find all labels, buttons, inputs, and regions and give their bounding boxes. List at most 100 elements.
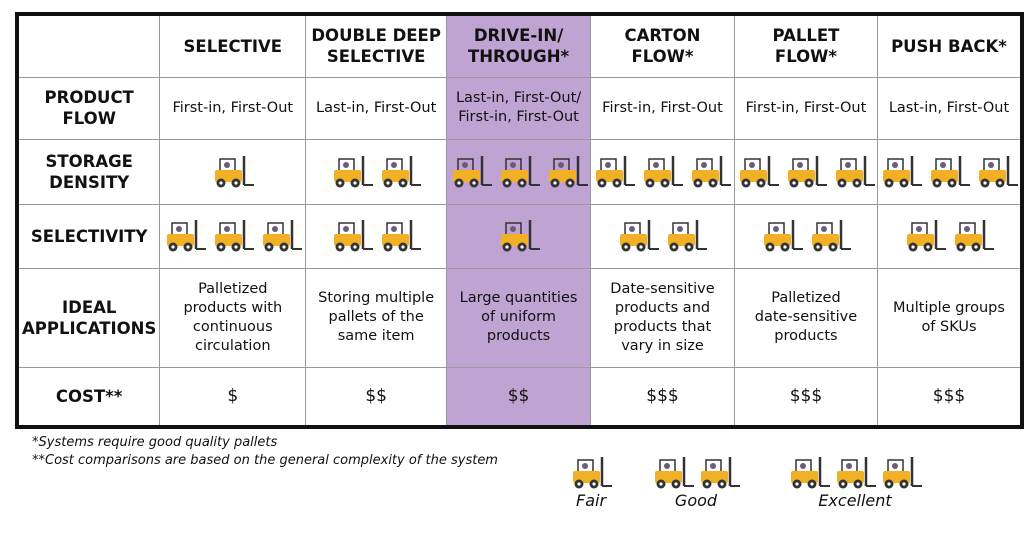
cell: Multiple groups of SKUs bbox=[876, 267, 1023, 368]
legend-label: Fair bbox=[575, 491, 607, 510]
forklift-icon bbox=[978, 155, 1018, 187]
rating-cell bbox=[876, 138, 1023, 205]
column-header: DRIVE-IN/ THROUGH* bbox=[446, 13, 592, 78]
forklift-icon bbox=[644, 155, 684, 187]
forklift-icon bbox=[382, 220, 422, 252]
cell: $$$ bbox=[876, 366, 1023, 428]
cell: Palletized products with continuous circ… bbox=[159, 267, 307, 368]
forklift-icon bbox=[166, 220, 206, 252]
cell: $$$ bbox=[733, 366, 878, 428]
row-header: PRODUCT FLOW bbox=[16, 76, 161, 140]
table-row: STORAGE DENSITY bbox=[16, 138, 1023, 205]
comparison-table: SELECTIVE DOUBLE DEEP SELECTIVE DRIVE-IN/ … bbox=[15, 12, 1024, 429]
forklift-icon bbox=[655, 457, 694, 489]
cell: Storing multiple pallets of the same ite… bbox=[305, 267, 448, 368]
forklift-icon bbox=[334, 155, 374, 187]
forklift-icon bbox=[837, 457, 876, 489]
cell: $ bbox=[159, 366, 307, 428]
forklift-icon bbox=[930, 155, 970, 187]
rating-cell bbox=[876, 203, 1023, 269]
icon-group bbox=[737, 218, 875, 254]
cell: Last-in, First-Out bbox=[876, 76, 1023, 140]
row-header: SELECTIVITY bbox=[16, 203, 161, 269]
cell: Last-in, First-Out/ First-in, First-Out bbox=[446, 76, 592, 140]
forklift-icon bbox=[214, 220, 254, 252]
rating-cell bbox=[590, 203, 735, 269]
rating-cell bbox=[305, 203, 448, 269]
icon-group bbox=[652, 455, 740, 491]
rating-cell bbox=[446, 138, 592, 205]
cell: Palletized date-sensitive products bbox=[733, 267, 878, 368]
cell: $$ bbox=[446, 366, 592, 428]
icon-group bbox=[449, 218, 588, 254]
cell: First-in, First-Out bbox=[159, 76, 307, 140]
table-row: PRODUCT FLOW First-in, First-Out Last-in, … bbox=[16, 76, 1023, 140]
row-header: IDEAL APPLICATIONS bbox=[16, 267, 161, 368]
legend-label: Good bbox=[674, 491, 718, 510]
forklift-icon bbox=[573, 457, 612, 489]
forklift-icon bbox=[500, 220, 540, 252]
header-row: SELECTIVE DOUBLE DEEP SELECTIVE DRIVE-IN/ … bbox=[16, 13, 1023, 78]
rating-cell bbox=[590, 138, 735, 205]
table-row: COST** $ $$ $$ $$$ $$$ $$$ bbox=[16, 366, 1023, 428]
cell: Date-sensitive products and products tha… bbox=[590, 267, 735, 368]
forklift-icon bbox=[262, 220, 302, 252]
forklift-icon bbox=[883, 457, 922, 489]
cell: Last-in, First-Out bbox=[305, 76, 448, 140]
forklift-icon bbox=[791, 457, 830, 489]
legend-item: Excellent bbox=[788, 455, 922, 510]
legend-item: Fair bbox=[570, 455, 612, 510]
forklift-icon bbox=[452, 155, 492, 187]
icon-group bbox=[308, 154, 444, 190]
cell: $$$ bbox=[590, 366, 735, 428]
forklift-icon bbox=[906, 220, 946, 252]
row-header: COST** bbox=[16, 366, 161, 428]
icon-group bbox=[308, 218, 444, 254]
forklift-icon bbox=[811, 220, 851, 252]
rating-cell bbox=[159, 138, 307, 205]
column-header: CARTON FLOW* bbox=[590, 13, 735, 78]
legend-label: Excellent bbox=[818, 491, 892, 510]
forklift-icon bbox=[596, 155, 636, 187]
forklift-icon bbox=[382, 155, 422, 187]
cell: First-in, First-Out bbox=[590, 76, 735, 140]
table-row: SELECTIVITY bbox=[16, 203, 1023, 269]
icon-group bbox=[593, 154, 732, 190]
column-header: DOUBLE DEEP SELECTIVE bbox=[305, 13, 448, 78]
icon-group bbox=[788, 455, 922, 491]
column-header: PALLET FLOW* bbox=[733, 13, 878, 78]
icon-group bbox=[449, 154, 588, 190]
icon-group bbox=[737, 154, 875, 190]
forklift-icon bbox=[668, 220, 708, 252]
legend-item: Good bbox=[652, 455, 740, 510]
forklift-icon bbox=[835, 155, 875, 187]
forklift-icon bbox=[954, 220, 994, 252]
forklift-icon bbox=[620, 220, 660, 252]
row-header: STORAGE DENSITY bbox=[16, 138, 161, 205]
forklift-icon bbox=[548, 155, 588, 187]
rating-cell bbox=[159, 203, 307, 269]
icon-group bbox=[162, 218, 303, 254]
rating-cell bbox=[305, 138, 448, 205]
forklift-icon bbox=[334, 220, 374, 252]
forklift-icon bbox=[739, 155, 779, 187]
corner-cell bbox=[16, 13, 161, 78]
cell: Large quantities of uniform products bbox=[446, 267, 592, 368]
rating-cell bbox=[733, 138, 878, 205]
cell: $$ bbox=[305, 366, 448, 428]
column-header: SELECTIVE bbox=[159, 13, 307, 78]
footnotes: *Systems require good quality pallets **C… bbox=[32, 434, 498, 470]
icon-group bbox=[593, 218, 732, 254]
forklift-icon bbox=[692, 155, 732, 187]
column-header: PUSH BACK* bbox=[876, 13, 1023, 78]
forklift-icon bbox=[701, 457, 740, 489]
cell: First-in, First-Out bbox=[733, 76, 878, 140]
table-row: IDEAL APPLICATIONS Palletized products wi… bbox=[16, 267, 1023, 368]
rating-cell bbox=[446, 203, 592, 269]
rating-cell bbox=[733, 203, 878, 269]
forklift-icon bbox=[500, 155, 540, 187]
icon-group bbox=[570, 455, 612, 491]
forklift-icon bbox=[882, 155, 922, 187]
footnote: **Cost comparisons are based on the gene… bbox=[32, 453, 498, 468]
